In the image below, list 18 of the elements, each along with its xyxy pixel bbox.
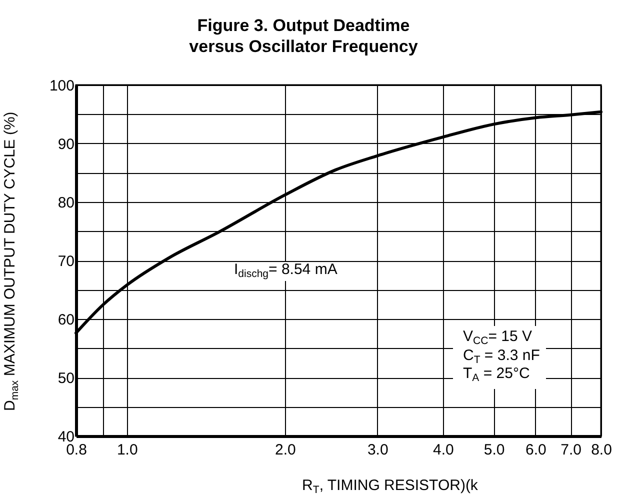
x-tick-label: 1.0: [116, 442, 138, 458]
x-tick-label: 2.0: [274, 442, 296, 458]
x-axis-title: R$_{T}$, TIMING RESISTOR)(k: [301, 477, 479, 497]
x-tick-label: 3.0: [367, 442, 388, 458]
y-tick-label: 60: [58, 312, 74, 328]
x-tick-label: 5.0: [484, 442, 505, 458]
y-tick-label: 70: [58, 253, 74, 270]
y-tick-label: 90: [58, 136, 74, 153]
x-tick-label: 7.0: [560, 442, 582, 458]
x-tick-label: 6.0: [525, 442, 546, 458]
text: V$_{CC}$= 15 V C$_{T}$ = 3.3 nF T$_{A}$ = 25°C: [463, 328, 540, 385]
x-tick-label: 4.0: [433, 442, 454, 458]
annotation: I$_{dischg}$= 8.54 mA: [233, 261, 338, 281]
x-tick-label: 8.0: [591, 442, 612, 458]
y-tick-label: 50: [58, 370, 74, 387]
y-tick-label: 100: [49, 78, 74, 94]
chart-title: Figure 3. Output Deadtime versus Oscillator Frequency: [189, 16, 418, 56]
y-tick-label: 80: [58, 194, 74, 212]
